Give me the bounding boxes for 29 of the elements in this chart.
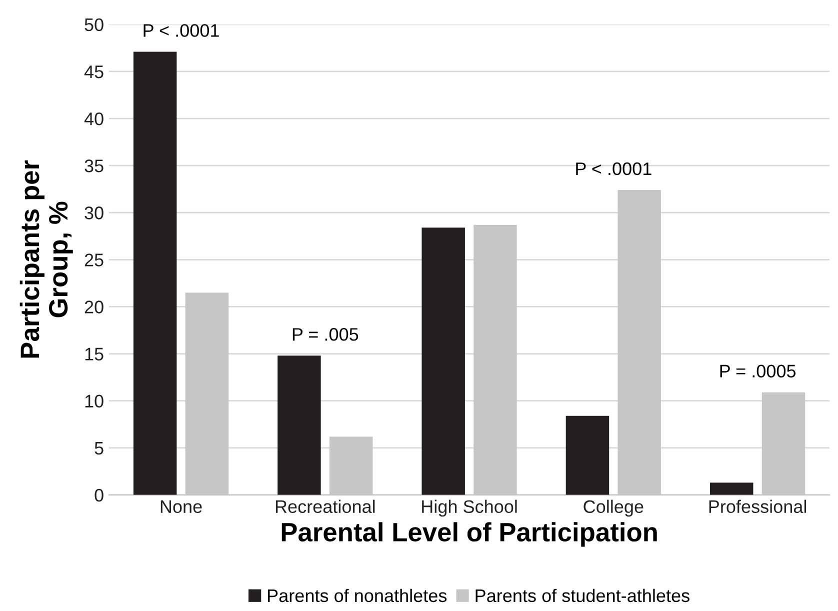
x-axis-title: Parental Level of Participation [282,522,657,547]
y-tick-label: 40 [84,112,104,126]
y-tick-label: 15 [85,348,104,360]
x-tick-label: Professional [709,500,806,514]
y-tick-label: 20 [84,300,104,314]
y-tick-label: 35 [84,160,104,172]
legend-label: Parents of student-athletes [476,588,690,602]
legend-label: Parents of nonathletes [268,588,447,602]
x-tick-label: College [584,500,644,517]
x-tick-label: High School [422,500,517,517]
bar [710,482,754,495]
bar [278,356,321,495]
y-tick-label: 45 [84,66,104,78]
y-tick-label: 10 [85,394,104,408]
annotation: P = .005 [292,328,358,341]
y-tick-label: 0 [94,488,104,502]
annotation: P = .0005 [720,364,796,378]
bar [422,228,465,495]
bar [133,52,177,495]
annotation: P < .0001 [144,24,219,37]
y-tick-label: 50 [84,18,104,32]
x-tick-label: Recreational [276,500,375,514]
annotation: P < .0001 [576,162,652,176]
y-tick-label: 25 [84,254,104,266]
y-axis-title: Participants per Group, % [20,160,73,358]
bar [566,416,610,495]
x-tick-label: None [160,500,202,514]
y-tick-label: 30 [84,206,104,220]
y-tick-label: 5 [94,442,104,455]
